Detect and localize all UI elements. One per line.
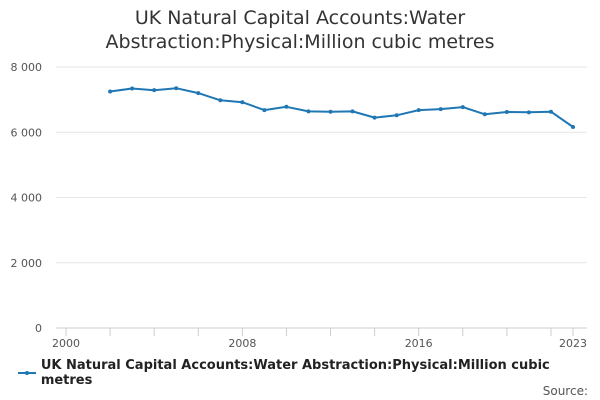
data-point[interactable] bbox=[372, 115, 377, 120]
data-point[interactable] bbox=[284, 104, 289, 109]
y-tick-label: 8 000 bbox=[11, 61, 43, 74]
data-point[interactable] bbox=[548, 109, 553, 114]
data-point[interactable] bbox=[482, 112, 487, 117]
data-point[interactable] bbox=[240, 100, 245, 105]
data-point[interactable] bbox=[350, 109, 355, 114]
data-point[interactable] bbox=[571, 125, 575, 130]
x-tick-label: 2000 bbox=[52, 337, 80, 350]
data-point[interactable] bbox=[460, 105, 465, 110]
y-tick-label: 2 000 bbox=[11, 257, 43, 270]
y-tick-label: 0 bbox=[35, 322, 42, 335]
legend-label: UK Natural Capital Accounts:Water Abstra… bbox=[40, 358, 550, 388]
chart-title-line1: UK Natural Capital Accounts:Water bbox=[134, 7, 466, 29]
data-point[interactable] bbox=[328, 109, 333, 114]
series-line[interactable] bbox=[109, 87, 574, 128]
data-point[interactable] bbox=[416, 108, 421, 113]
data-point[interactable] bbox=[108, 89, 113, 94]
data-point[interactable] bbox=[262, 108, 267, 113]
data-point[interactable] bbox=[504, 110, 509, 115]
series-layer bbox=[108, 86, 575, 130]
grid-lines bbox=[56, 66, 587, 329]
data-point[interactable] bbox=[174, 86, 179, 91]
data-point[interactable] bbox=[306, 109, 311, 114]
x-tick-label: 2016 bbox=[405, 337, 433, 350]
legend[interactable]: UK Natural Capital Accounts:Water Abstra… bbox=[18, 358, 600, 388]
source-label: Source: bbox=[542, 384, 588, 398]
y-tick-label: 6 000 bbox=[11, 126, 43, 139]
chart-title-line2: Abstraction:Physical:Million cubic metre… bbox=[105, 31, 495, 53]
x-axis bbox=[65, 328, 574, 336]
x-tick-label: 2023 bbox=[559, 337, 587, 350]
y-tick-label: 4 000 bbox=[11, 192, 43, 205]
data-point[interactable] bbox=[130, 86, 135, 91]
legend-swatch bbox=[18, 367, 36, 379]
tick-labels: 0 2 000 4 000 6 000 8 000 2000 2008 2016 2023 bbox=[11, 61, 588, 350]
data-point[interactable] bbox=[196, 91, 201, 96]
data-point[interactable] bbox=[438, 107, 443, 112]
data-point[interactable] bbox=[526, 110, 531, 115]
data-point[interactable] bbox=[394, 113, 399, 118]
x-tick-label: 2008 bbox=[228, 337, 256, 350]
chart-title: UK Natural Capital Accounts:Water Abstra… bbox=[0, 6, 600, 54]
data-point[interactable] bbox=[152, 88, 157, 93]
data-point[interactable] bbox=[218, 98, 223, 103]
